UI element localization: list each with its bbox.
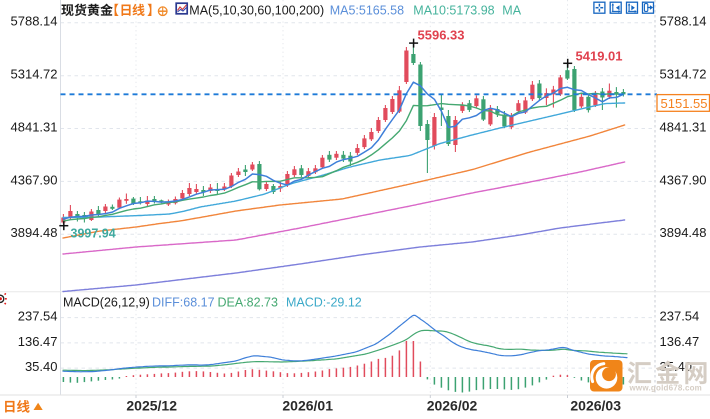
svg-text:237.54: 237.54 — [660, 309, 700, 324]
svg-text:237.54: 237.54 — [18, 309, 58, 324]
svg-text:2026/01: 2026/01 — [282, 398, 333, 414]
svg-text:MA5:5165.58: MA5:5165.58 — [330, 4, 404, 18]
svg-text:DIFF:68.17: DIFF:68.17 — [152, 295, 215, 309]
svg-text:4841.31: 4841.31 — [11, 119, 58, 134]
svg-text:MACD:-29.12: MACD:-29.12 — [286, 295, 362, 309]
svg-text:4841.31: 4841.31 — [660, 119, 707, 134]
svg-text:MACD(26,12,9): MACD(26,12,9) — [63, 295, 150, 309]
svg-text:3894.48: 3894.48 — [660, 225, 707, 240]
svg-text:136.47: 136.47 — [660, 334, 700, 349]
svg-text:5314.72: 5314.72 — [11, 67, 58, 82]
svg-text:2026/02: 2026/02 — [427, 398, 478, 414]
svg-text:4367.90: 4367.90 — [660, 172, 707, 187]
svg-text:5596.33: 5596.33 — [418, 28, 465, 43]
svg-text:3997.94: 3997.94 — [71, 227, 116, 241]
svg-text:5419.01: 5419.01 — [576, 49, 623, 64]
svg-text:5314.72: 5314.72 — [660, 67, 707, 82]
svg-text:136.47: 136.47 — [18, 334, 58, 349]
svg-text:4367.90: 4367.90 — [11, 172, 58, 187]
svg-text:3894.48: 3894.48 — [11, 225, 58, 240]
svg-text:DEA:82.73: DEA:82.73 — [218, 295, 279, 309]
svg-text:MA(5,10,30,60,100,200): MA(5,10,30,60,100,200) — [189, 4, 324, 18]
svg-text:5788.14: 5788.14 — [11, 14, 58, 29]
svg-text:5788.14: 5788.14 — [660, 14, 707, 29]
svg-text:www.gold678.com: www.gold678.com — [629, 384, 703, 393]
svg-text:MA10:5173.98: MA10:5173.98 — [413, 4, 494, 18]
svg-text:MA: MA — [502, 4, 521, 18]
svg-text:2025/12: 2025/12 — [126, 398, 177, 414]
svg-text:2026/03: 2026/03 — [570, 398, 621, 414]
svg-text:5151.55: 5151.55 — [661, 96, 708, 111]
svg-text:35.40: 35.40 — [25, 359, 58, 374]
